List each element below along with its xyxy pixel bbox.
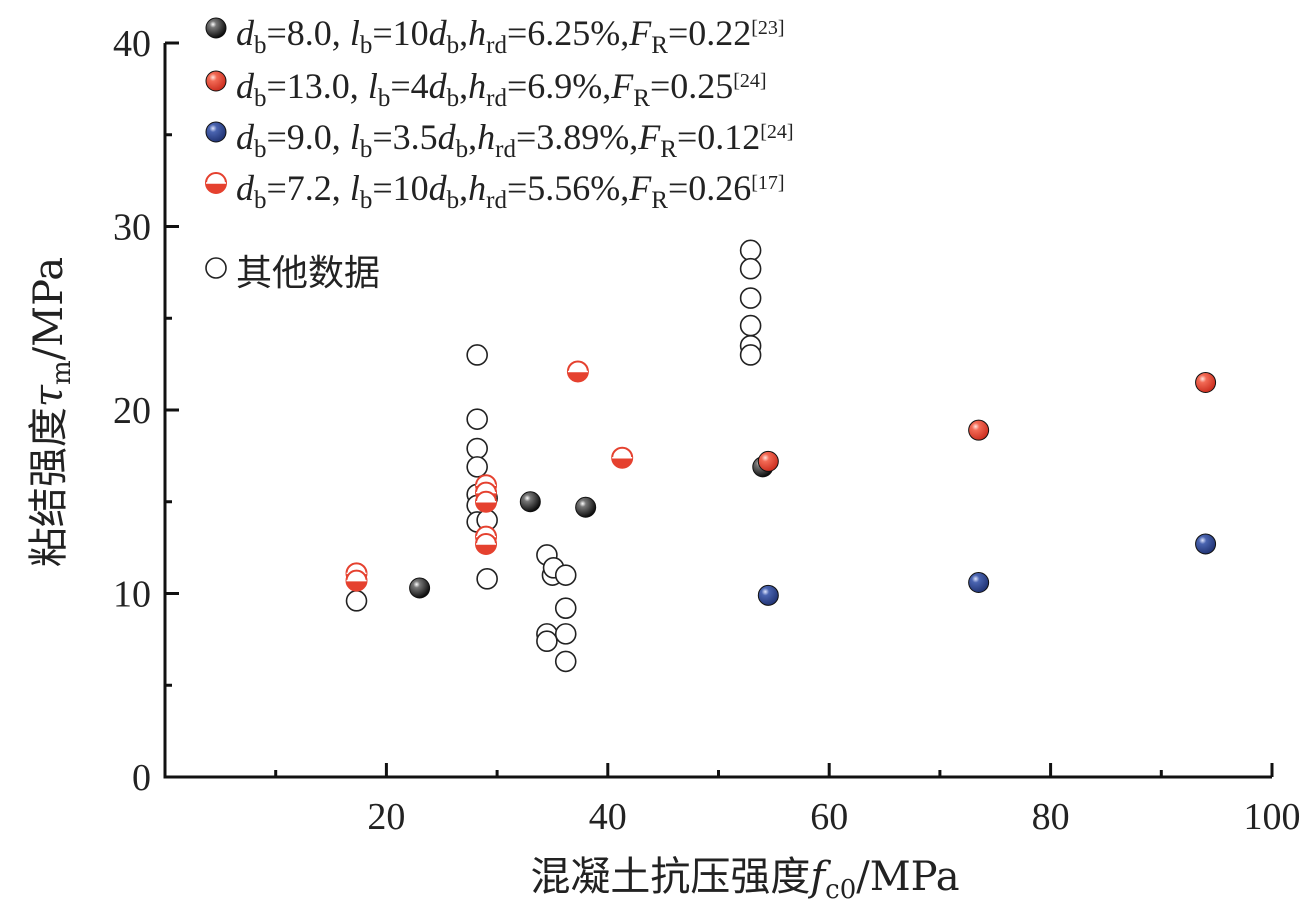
data-point <box>554 650 577 673</box>
data-point <box>475 490 498 513</box>
data-point <box>476 568 498 590</box>
data-point <box>757 450 779 472</box>
data-point <box>757 584 779 606</box>
data-point <box>566 360 589 383</box>
y-tick-label: 10 <box>113 574 151 616</box>
legend-label: db=13.0, lb=4db,hrd=6.9%,FR=0.25[24] <box>236 66 767 112</box>
x-tick-label: 40 <box>589 796 627 838</box>
data-point <box>1195 371 1217 393</box>
data-point <box>519 491 541 513</box>
y-axis-title: 粘结强度τm/MPa <box>26 257 77 567</box>
y-tick-label: 20 <box>113 390 151 432</box>
legend-marker <box>205 172 227 194</box>
plot-area <box>345 239 1217 673</box>
data-point <box>739 239 762 262</box>
y-tick-label: 0 <box>132 757 151 799</box>
data-point <box>739 257 762 280</box>
data-point <box>475 532 498 555</box>
data-point <box>466 344 488 366</box>
x-tick-label: 100 <box>1244 796 1301 838</box>
data-point <box>554 564 577 586</box>
x-axis-title: 混凝土抗压强度fc0/MPa <box>530 854 959 905</box>
data-point <box>345 590 368 612</box>
legend: db=8.0, lb=10db,hrd=6.25%,FR=0.22[23] db=… <box>205 13 794 294</box>
data-point <box>409 577 431 599</box>
x-tick-label: 60 <box>810 796 848 838</box>
y-tick-label: 40 <box>113 23 151 65</box>
data-point <box>554 623 577 645</box>
legend-label: db=9.0, lb=3.5db,hrd=3.89%,FR=0.12[24] <box>236 117 794 163</box>
x-tick-label: 80 <box>1032 796 1070 838</box>
data-point <box>536 630 558 653</box>
data-point <box>466 437 488 460</box>
legend-marker <box>205 257 227 279</box>
y-tick-label: 30 <box>113 207 151 249</box>
data-point <box>739 287 762 309</box>
legend-label: 其他数据 <box>236 253 380 294</box>
data-point <box>968 571 990 593</box>
legend-marker <box>205 17 227 39</box>
axes: 20 40 60 80 100 0 10 20 30 40 <box>113 23 1301 838</box>
data-point <box>968 419 990 441</box>
legend-marker <box>205 121 227 143</box>
data-point <box>466 408 488 430</box>
legend-marker <box>205 70 227 92</box>
legend-label: db=8.0, lb=10db,hrd=6.25%,FR=0.22[23] <box>236 13 785 59</box>
data-point <box>575 496 597 518</box>
data-point <box>739 314 762 337</box>
data-point <box>1195 533 1217 555</box>
data-point <box>466 456 488 478</box>
data-point <box>739 344 762 366</box>
legend-label: db=7.2, lb=10db,hrd=5.56%,FR=0.26[17] <box>236 168 785 214</box>
data-point <box>554 597 577 619</box>
data-point <box>345 569 368 592</box>
data-point <box>611 446 634 469</box>
axis-titles: 混凝土抗压强度fc0/MPa 粘结强度τm/MPa <box>26 257 960 905</box>
x-tick-label: 20 <box>367 796 405 838</box>
